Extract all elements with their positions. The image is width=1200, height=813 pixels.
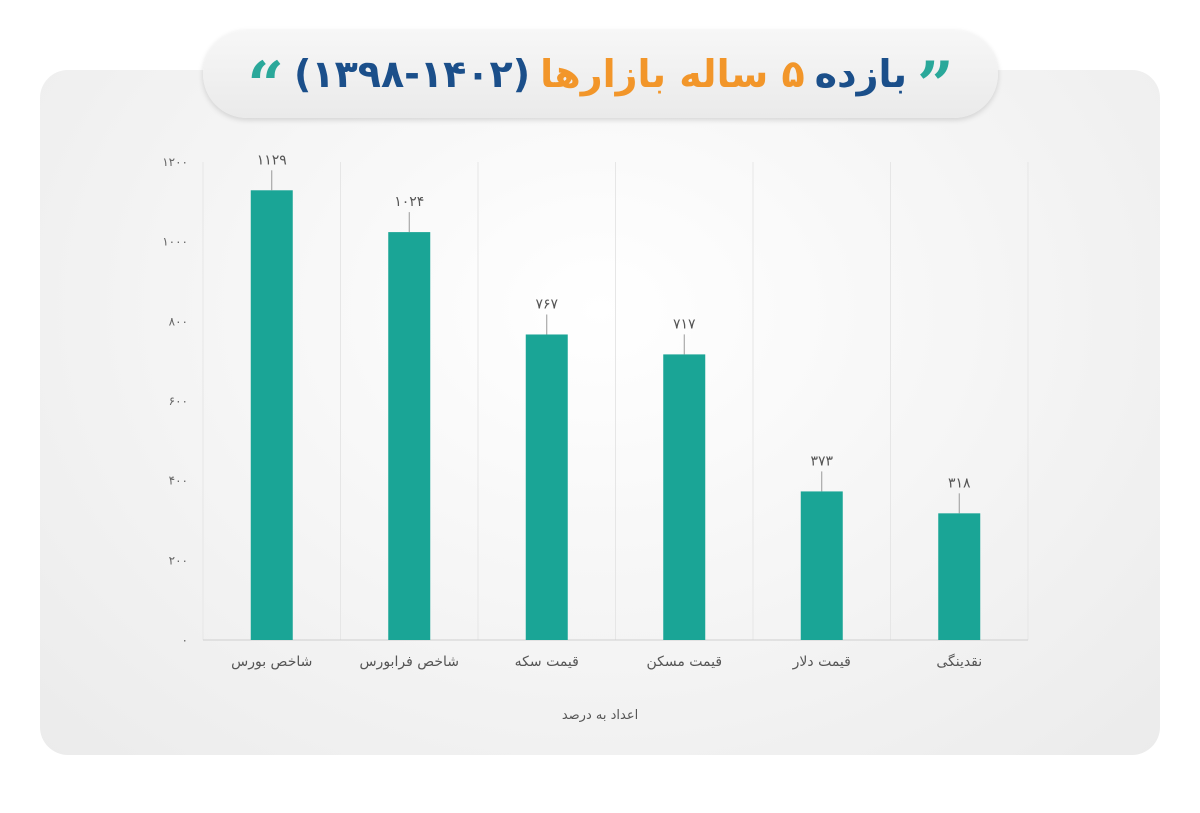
- chart-note: اعداد به درصد: [561, 708, 639, 723]
- y-tick-label: ۱۰۰۰: [162, 235, 188, 249]
- value-label: ۷۱۷: [673, 316, 696, 332]
- title-part-3: (۱۳۹۸-۱۴۰۲): [294, 52, 531, 96]
- title-part-1: بازده: [814, 52, 907, 96]
- value-label: ۱۱۲۹: [257, 152, 287, 168]
- bar: [800, 491, 843, 640]
- category-label: قیمت دلار: [792, 654, 851, 670]
- bar: [663, 354, 706, 640]
- quote-open-icon: ”: [917, 48, 954, 123]
- category-label: قیمت سکه: [515, 654, 579, 670]
- category-label: شاخص فرابورس: [359, 654, 459, 670]
- category-label: شاخص بورس: [231, 654, 312, 670]
- y-tick-label: ۸۰۰: [169, 314, 188, 328]
- title-part-2: ۵ ساله بازارها: [540, 52, 805, 96]
- y-tick-label: ۱۲۰۰: [162, 155, 188, 169]
- bar: [938, 513, 981, 640]
- y-tick-label: ۰: [182, 633, 188, 647]
- value-label: ۷۶۷: [535, 296, 558, 312]
- chart-title: ” بازده ۵ ساله بازارها (۱۳۹۸-۱۴۰۲) “: [203, 30, 998, 118]
- value-label: ۱۰۲۴: [394, 194, 424, 210]
- bar: [525, 334, 568, 640]
- y-tick-label: ۶۰۰: [169, 394, 188, 408]
- chart-panel: [40, 70, 1160, 755]
- quote-close-icon: “: [247, 48, 285, 123]
- value-label: ۳۷۳: [810, 453, 833, 469]
- y-tick-label: ۲۰۰: [169, 553, 188, 567]
- bar: [250, 190, 293, 640]
- y-tick-label: ۴۰۰: [169, 474, 188, 488]
- value-label: ۳۱۸: [948, 475, 971, 491]
- bar: [388, 232, 431, 640]
- category-label: نقدینگی: [936, 653, 982, 670]
- category-label: قیمت مسکن: [646, 654, 722, 670]
